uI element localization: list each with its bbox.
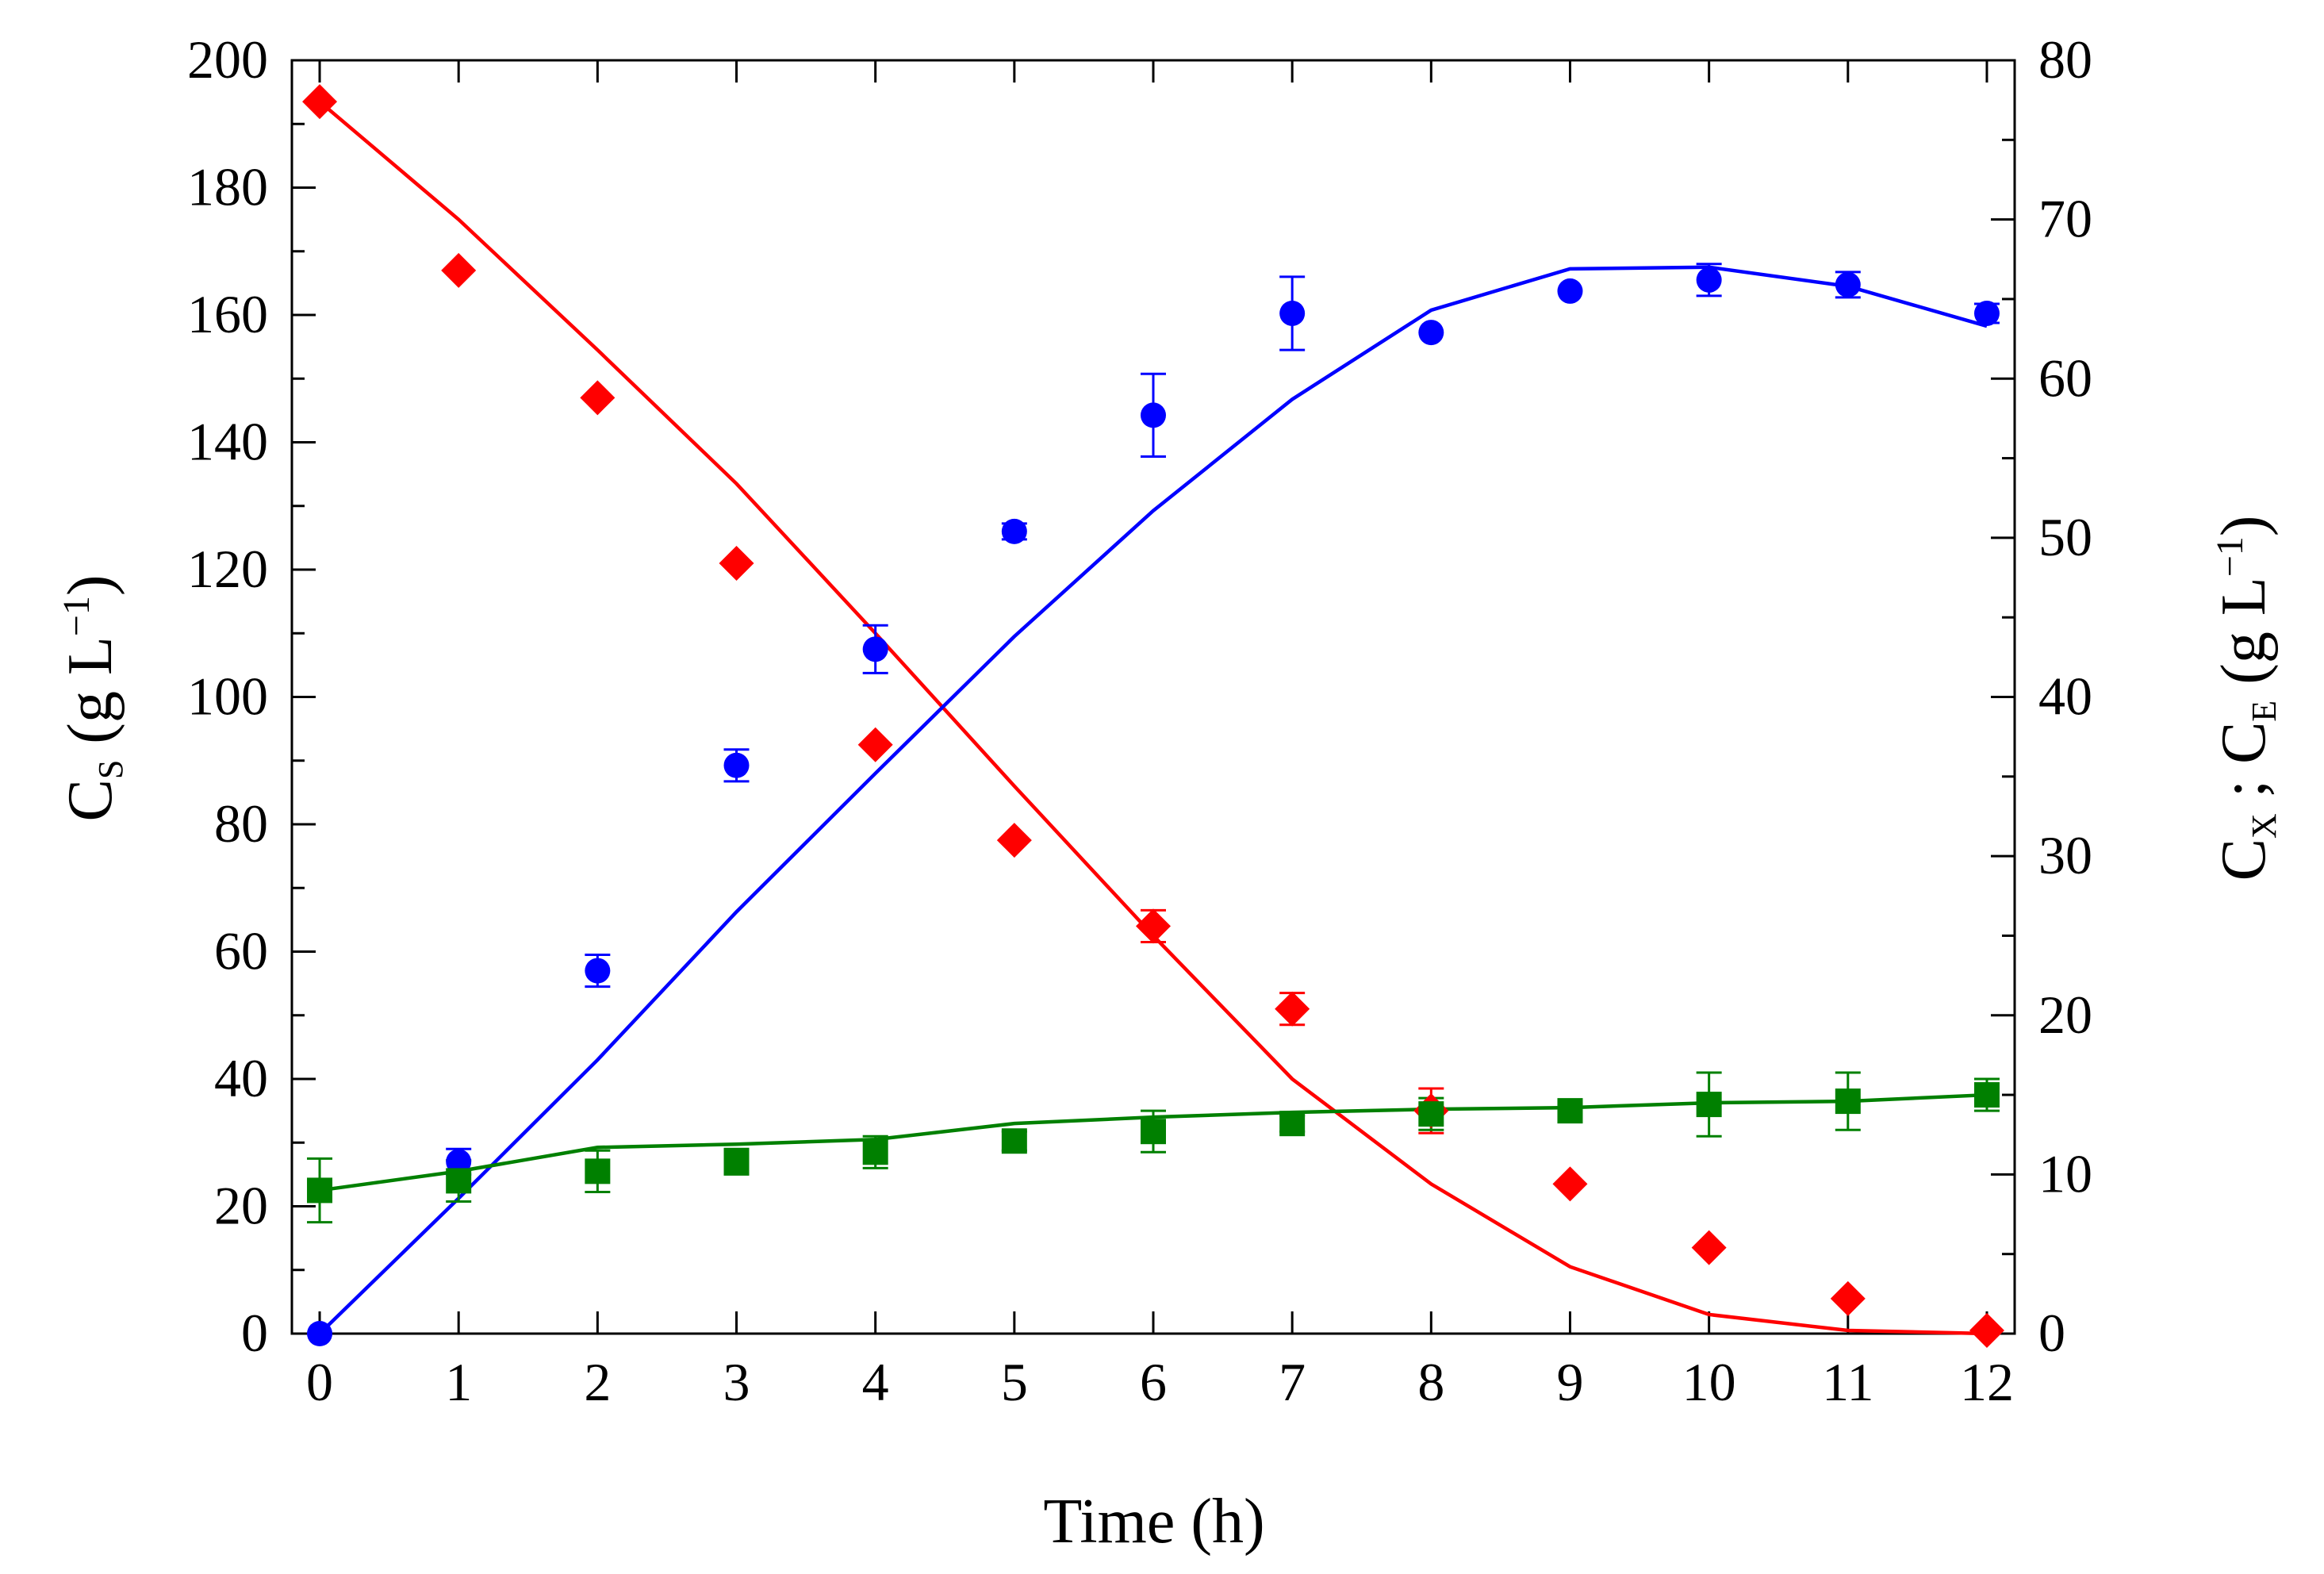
ethanol-point xyxy=(862,1139,888,1165)
y-right-tick-label: 60 xyxy=(2038,347,2092,408)
substrate-point xyxy=(1969,1312,2004,1348)
ethanol-point xyxy=(1001,1128,1027,1154)
y-right-tick-label: 50 xyxy=(2038,507,2092,567)
x-tick-label: 9 xyxy=(1556,1352,1583,1412)
left-axis-title: CS (g L−1) xyxy=(56,574,130,821)
right-axis-title-sub-x: X xyxy=(2245,813,2284,839)
ethanol-point xyxy=(1141,1119,1166,1145)
y-left-tick-label: 20 xyxy=(214,1176,268,1236)
left-axis-title-sub: S xyxy=(91,760,130,779)
y-right-tick-label: 30 xyxy=(2038,825,2092,885)
y-left-tick-label: 180 xyxy=(187,157,268,217)
ethanol-point xyxy=(723,1149,750,1175)
substrate-point xyxy=(441,252,477,288)
tick-labels: 0 1 2 3 4 5 6 7 8 9 10 11 12020406080100120140160180… xyxy=(187,29,2092,1412)
y-left-tick-label: 120 xyxy=(187,539,268,599)
substrate-point xyxy=(580,380,616,416)
biomass-point xyxy=(723,752,750,778)
x-tick-label: 8 xyxy=(1417,1352,1444,1412)
biomass-point xyxy=(1835,271,1861,298)
left-axis-title-close: ) xyxy=(56,574,125,596)
substrate-point xyxy=(1830,1280,1866,1316)
ethanol-point xyxy=(1696,1092,1722,1118)
biomass-point xyxy=(585,958,611,984)
right-axis-title-sep: ; xyxy=(2209,764,2279,813)
y-right-tick-label: 0 xyxy=(2038,1303,2065,1363)
substrate-point xyxy=(1691,1230,1727,1265)
ethanol-point xyxy=(1279,1111,1306,1137)
x-tick-label: 4 xyxy=(862,1352,889,1412)
y-right-tick-label: 70 xyxy=(2038,189,2092,249)
x-tick-label: 12 xyxy=(1960,1352,2014,1412)
x-tick-label: 6 xyxy=(1140,1352,1167,1412)
left-axis-title-unit: (g L xyxy=(56,636,125,760)
data-markers xyxy=(302,84,2004,1348)
right-axis-title-close: ) xyxy=(2209,516,2279,537)
y-right-tick-label: 40 xyxy=(2038,666,2092,727)
ethanol-point xyxy=(1835,1088,1861,1115)
ethanol-point xyxy=(307,1177,333,1204)
right-axis-title-sub-e: E xyxy=(2245,701,2284,722)
ethanol-point xyxy=(1418,1101,1444,1127)
biomass-point xyxy=(1418,320,1444,346)
x-tick-label: 1 xyxy=(445,1352,472,1412)
x-tick-label: 7 xyxy=(1279,1352,1306,1412)
substrate-point xyxy=(1275,991,1310,1027)
left-axis-title-main: C xyxy=(56,779,125,821)
ethanol-point xyxy=(1973,1082,2000,1108)
biomass-point xyxy=(1557,278,1583,304)
axis-ticks xyxy=(292,59,2015,1335)
x-tick-label: 10 xyxy=(1682,1352,1736,1412)
y-right-tick-label: 10 xyxy=(2038,1143,2092,1204)
biomass-point xyxy=(1279,300,1306,326)
y-left-tick-label: 100 xyxy=(187,666,268,727)
right-axis-title-ce: C xyxy=(2209,722,2279,764)
x-tick-label: 2 xyxy=(584,1352,611,1412)
biomass-point xyxy=(862,636,888,662)
y-right-tick-label: 80 xyxy=(2038,29,2092,90)
right-axis-title-sup: −1 xyxy=(2209,536,2251,577)
left-axis-title-sup: −1 xyxy=(56,596,98,636)
y-left-tick-label: 160 xyxy=(187,284,268,344)
biomass-point xyxy=(1001,518,1027,544)
substrate-point xyxy=(996,823,1032,858)
biomass-point xyxy=(1141,402,1166,428)
x-tick-label: 3 xyxy=(723,1352,750,1412)
ethanol-point xyxy=(585,1158,611,1184)
right-axis-title-unit: (g L xyxy=(2209,577,2279,701)
biomass-point xyxy=(1973,300,2000,326)
ethanol-point xyxy=(1557,1098,1583,1124)
x-tick-label: 0 xyxy=(306,1352,333,1412)
x-tick-label: 5 xyxy=(1001,1352,1028,1412)
substrate-point xyxy=(1136,908,1171,944)
x-tick-label: 11 xyxy=(1822,1352,1873,1412)
substrate-point xyxy=(1552,1166,1588,1202)
biomass-point xyxy=(446,1149,472,1175)
biomass-point xyxy=(1696,267,1722,293)
substrate-point xyxy=(719,545,754,581)
biomass-point xyxy=(307,1321,333,1346)
y-right-tick-label: 20 xyxy=(2038,985,2092,1045)
y-left-tick-label: 200 xyxy=(187,29,268,90)
ethanol-point xyxy=(446,1168,472,1194)
substrate-point xyxy=(302,84,338,120)
y-left-tick-label: 140 xyxy=(187,412,268,472)
y-left-tick-label: 80 xyxy=(214,793,268,854)
x-axis-title: Time (h) xyxy=(1043,1487,1264,1557)
y-left-tick-label: 40 xyxy=(214,1048,268,1108)
y-left-tick-label: 60 xyxy=(214,921,268,981)
right-axis-title: CX ; CE (g L−1) xyxy=(2209,516,2284,881)
substrate-point xyxy=(857,727,893,762)
right-axis-title-cx: C xyxy=(2209,839,2279,881)
y-left-tick-label: 0 xyxy=(241,1303,268,1363)
